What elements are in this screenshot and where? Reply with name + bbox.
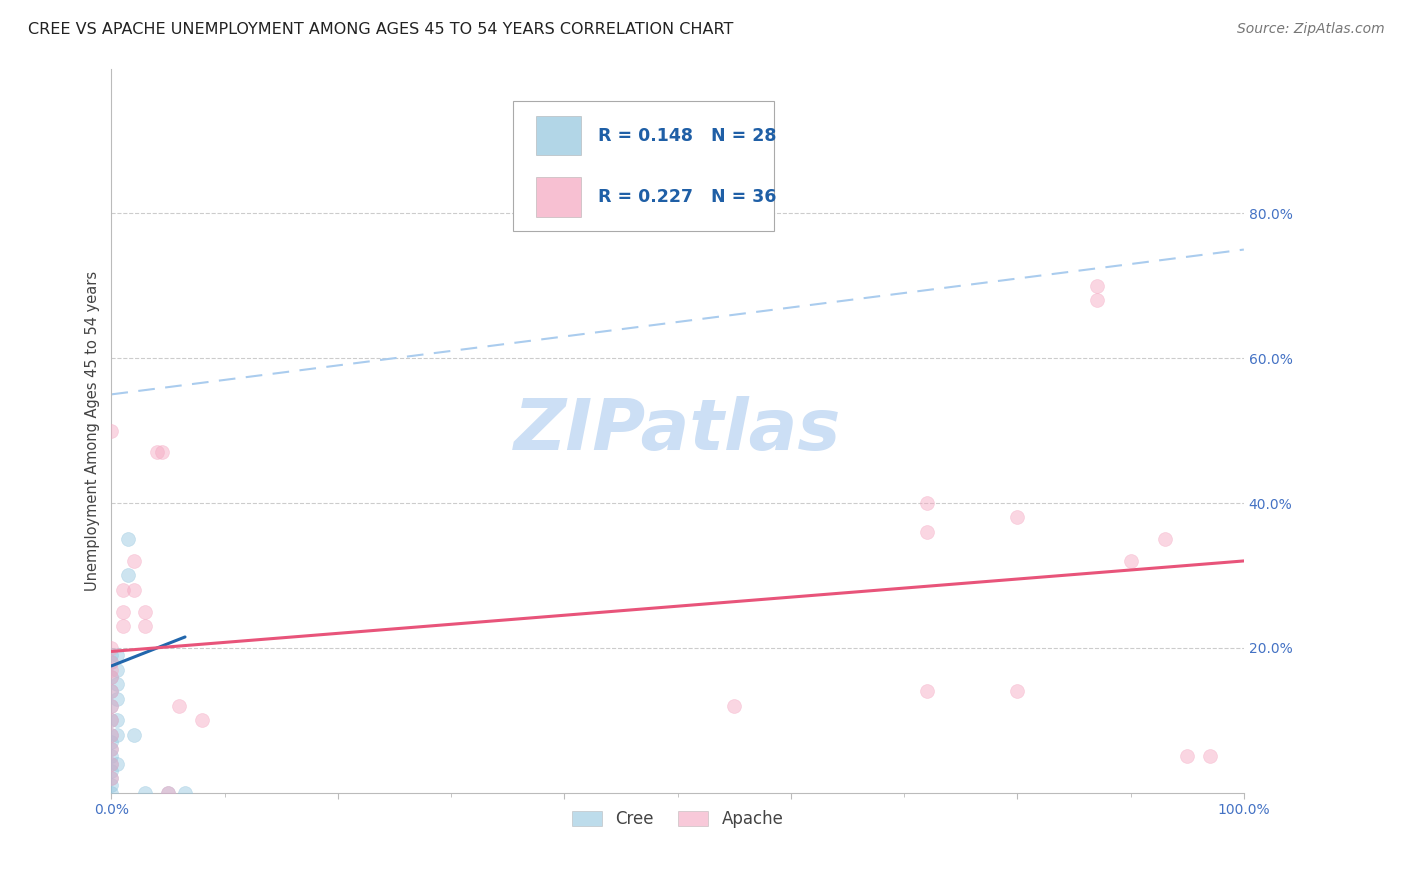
Point — [1085, 278, 1108, 293]
Point — [105, 648, 128, 662]
Y-axis label: Unemployment Among Ages 45 to 54 years: Unemployment Among Ages 45 to 54 years — [86, 270, 100, 591]
Point — [174, 786, 197, 800]
Legend: Cree, Apache: Cree, Apache — [565, 804, 790, 835]
Point — [1175, 749, 1198, 764]
FancyBboxPatch shape — [536, 116, 581, 155]
Point — [111, 619, 134, 633]
Point — [117, 532, 139, 546]
Point — [134, 786, 156, 800]
Point — [157, 786, 180, 800]
Point — [915, 524, 938, 539]
Point — [145, 445, 167, 459]
Point — [157, 786, 180, 800]
Point — [117, 568, 139, 582]
Point — [1153, 532, 1175, 546]
Point — [100, 656, 122, 670]
Point — [169, 698, 191, 713]
Point — [100, 779, 122, 793]
Point — [105, 713, 128, 727]
Point — [111, 605, 134, 619]
Point — [191, 713, 214, 727]
Point — [100, 656, 122, 670]
Point — [1199, 749, 1222, 764]
Point — [100, 713, 122, 727]
Point — [105, 756, 128, 771]
Point — [915, 684, 938, 698]
Point — [100, 771, 122, 785]
Point — [100, 771, 122, 785]
Point — [100, 764, 122, 778]
Point — [111, 582, 134, 597]
Point — [100, 786, 122, 800]
Point — [105, 677, 128, 691]
Text: CREE VS APACHE UNEMPLOYMENT AMONG AGES 45 TO 54 YEARS CORRELATION CHART: CREE VS APACHE UNEMPLOYMENT AMONG AGES 4… — [28, 22, 734, 37]
Point — [1007, 684, 1029, 698]
Point — [100, 670, 122, 684]
Point — [100, 742, 122, 756]
Point — [134, 619, 156, 633]
Point — [100, 670, 122, 684]
Point — [723, 698, 745, 713]
Point — [100, 728, 122, 742]
Point — [100, 684, 122, 698]
Point — [100, 728, 122, 742]
Point — [105, 663, 128, 677]
Point — [122, 554, 145, 568]
Point — [1007, 510, 1029, 524]
Point — [100, 640, 122, 655]
Point — [100, 698, 122, 713]
Point — [122, 728, 145, 742]
Point — [105, 691, 128, 706]
Point — [100, 749, 122, 764]
Point — [100, 663, 122, 677]
Point — [122, 582, 145, 597]
Point — [100, 713, 122, 727]
Point — [100, 648, 122, 662]
Point — [1085, 293, 1108, 308]
Text: R = 0.148   N = 28: R = 0.148 N = 28 — [599, 127, 778, 145]
Point — [105, 728, 128, 742]
Point — [100, 424, 122, 438]
Point — [915, 496, 938, 510]
Point — [100, 756, 122, 771]
Point — [150, 445, 173, 459]
FancyBboxPatch shape — [536, 178, 581, 217]
Point — [1119, 554, 1142, 568]
Point — [100, 684, 122, 698]
Text: R = 0.227   N = 36: R = 0.227 N = 36 — [599, 188, 776, 206]
Point — [100, 742, 122, 756]
FancyBboxPatch shape — [513, 101, 773, 231]
Text: Source: ZipAtlas.com: Source: ZipAtlas.com — [1237, 22, 1385, 37]
Point — [100, 756, 122, 771]
Point — [100, 698, 122, 713]
Point — [100, 735, 122, 749]
Text: ZIPatlas: ZIPatlas — [515, 396, 841, 465]
Point — [134, 605, 156, 619]
